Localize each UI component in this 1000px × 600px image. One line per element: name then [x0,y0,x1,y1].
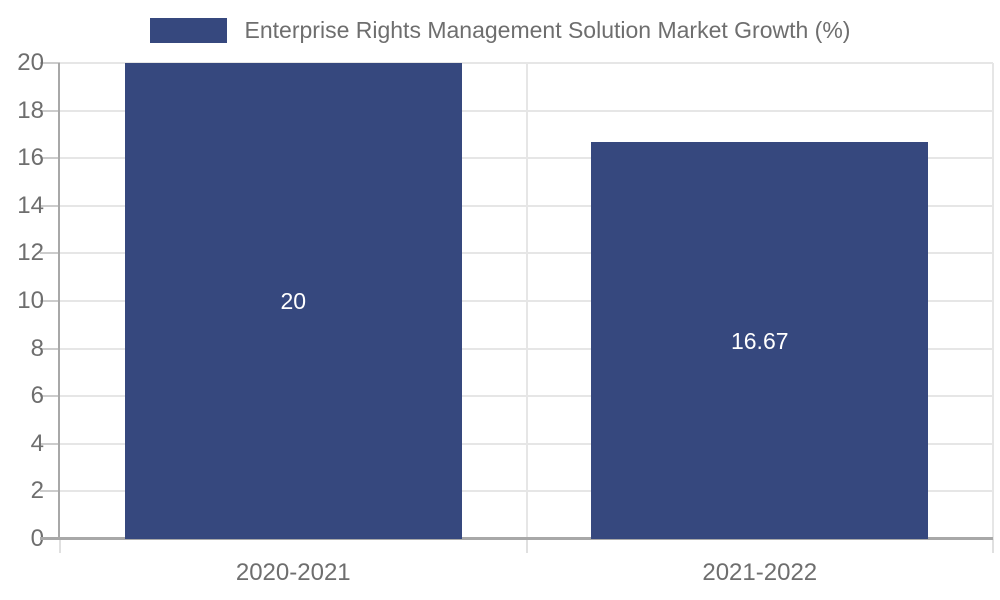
y-axis-tick-label: 2 [30,477,44,505]
x-gridline [525,63,528,539]
y-axis-tick-label: 0 [30,525,44,552]
bar[interactable] [124,63,462,539]
y-axis-tick-mark [40,252,60,255]
y-axis-tick-label: 8 [30,334,44,362]
x-axis-category-label: 2021-2022 [702,559,818,586]
x-axis-tick-mark [525,539,528,553]
y-axis-tick-label: 20 [17,49,44,76]
y-axis-tick-label: 16 [17,144,44,172]
x-gridline [992,63,994,539]
y-axis-tick-mark [40,62,60,64]
y-axis-tick-label: 14 [17,191,44,219]
x-axis-line [40,537,993,540]
legend-color-swatch [149,17,227,43]
x-axis-tick-mark [992,539,994,553]
y-axis-tick-mark [40,109,60,112]
y-axis-tick-mark [40,300,60,302]
y-axis-tick-label: 4 [30,429,44,457]
bar[interactable] [591,142,929,539]
y-axis-tick-mark [40,157,60,160]
y-axis-tick-mark [40,204,60,207]
y-axis-tick-label: 12 [17,239,44,267]
y-axis-tick-label: 18 [17,96,44,124]
legend-item[interactable]: Enterprise Rights Management Solution Ma… [149,16,851,44]
y-axis-tick-mark [40,395,60,398]
y-axis-tick-mark [40,347,60,350]
x-axis-category-label: 2020-2021 [235,559,351,586]
y-axis-tick-label: 10 [17,287,44,314]
bar-value-label: 20 [280,288,307,314]
legend-label: Enterprise Rights Management Solution Ma… [244,16,851,43]
bar-value-label: 16.67 [730,327,789,354]
y-axis-tick-mark [40,442,60,445]
y-axis-line [58,63,60,539]
y-axis-tick-mark [40,490,60,493]
x-axis-tick-mark [59,539,61,553]
y-axis-tick-label: 6 [30,382,44,410]
chart-legend: Enterprise Rights Management Solution Ma… [0,13,1000,47]
